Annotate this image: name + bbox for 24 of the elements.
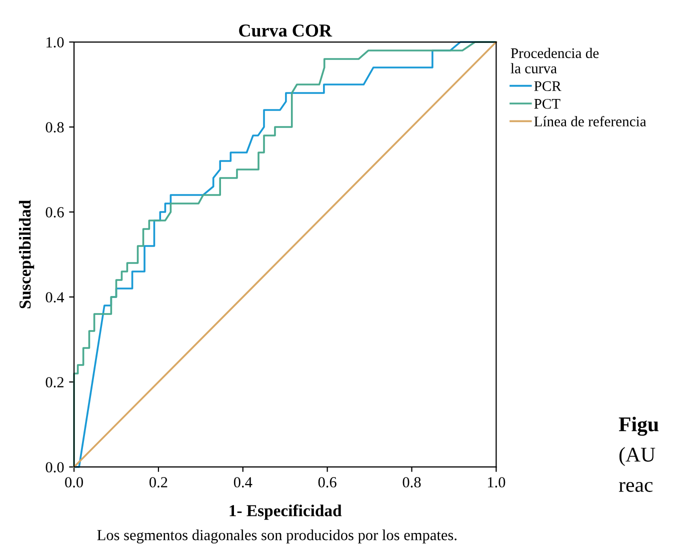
x-axis-title: 1- Especificidad (230, 504, 342, 520)
y-tick-label: 0.2 (46, 377, 64, 388)
x-tick-label: 1.0 (488, 477, 506, 488)
x-tick-label: 0.2 (149, 477, 168, 488)
text: Figu (618, 416, 658, 436)
x-tick-label: 0.8 (402, 477, 421, 488)
x-tick-label: 0.6 (318, 477, 336, 488)
x-tick-label: 0.0 (65, 477, 83, 488)
y-tick-label: 0.0 (46, 462, 64, 472)
legend-label: PCT (534, 98, 560, 109)
chart-title: Curva COR (239, 24, 332, 37)
line-series (73, 41, 498, 468)
y-tick-label: 0.6 (46, 207, 64, 218)
y-axis-title: Susceptibilidad (18, 200, 34, 308)
y-tick-label: 1.0 (46, 37, 64, 48)
text: Los segmentos diagonales son producidos por los empates. (97, 530, 456, 544)
y-tick-label: 0.4 (46, 292, 64, 302)
legend-label: PCR (534, 81, 562, 92)
legend-label: Línea de referencia (534, 116, 646, 126)
text: (AU (619, 447, 656, 466)
x-tick-label: 0.4 (234, 477, 252, 488)
y-tick-label: 0.8 (46, 122, 64, 133)
legend-title: Procedencia de la curva (510, 48, 599, 74)
text: reac (618, 482, 653, 492)
